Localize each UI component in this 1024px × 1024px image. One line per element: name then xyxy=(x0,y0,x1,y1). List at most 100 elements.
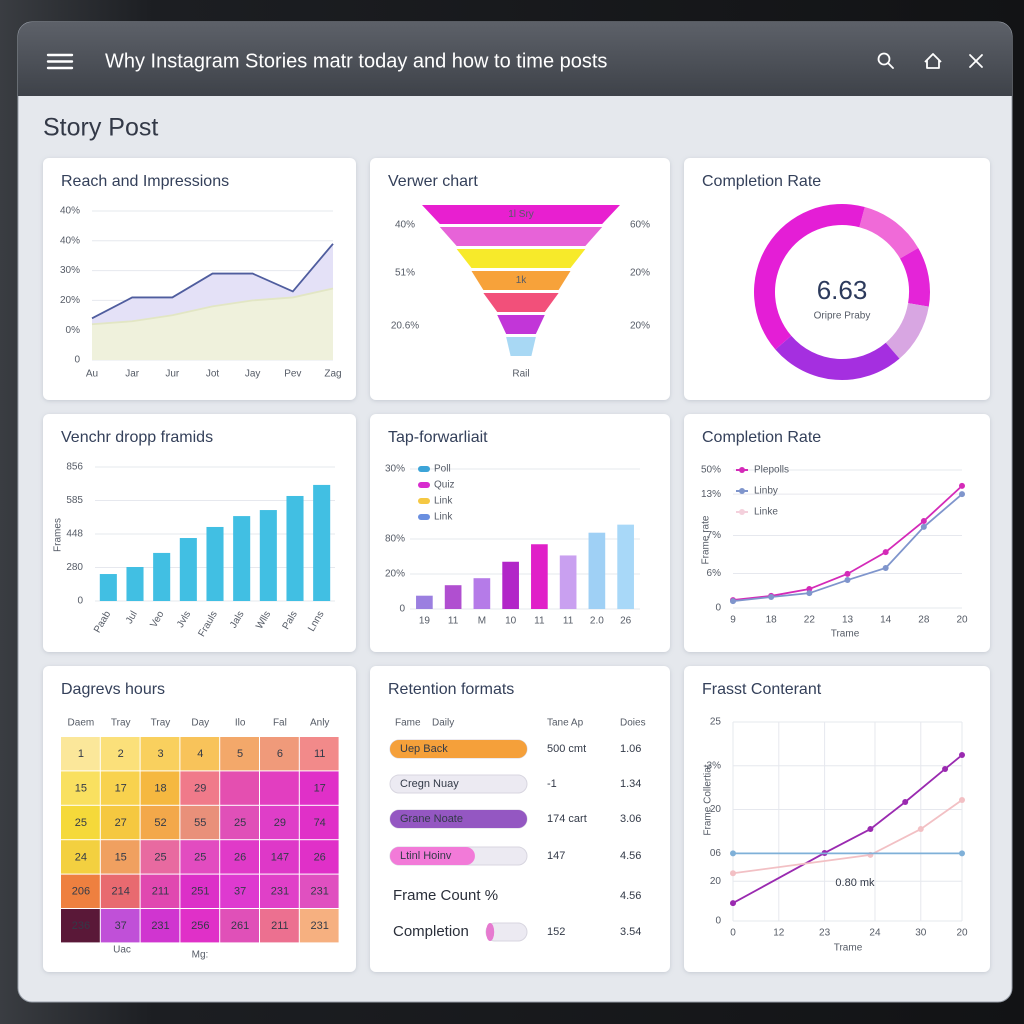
bar xyxy=(473,578,491,609)
side-label: 40% xyxy=(395,220,415,231)
panel-title: Completion Rate xyxy=(702,429,821,446)
point xyxy=(882,564,889,571)
heat-cell xyxy=(180,840,220,874)
bar xyxy=(179,538,197,601)
x-tick-label: 26 xyxy=(620,616,632,627)
cell-value: 231 xyxy=(271,886,289,898)
column-header: Tray xyxy=(111,718,131,729)
heat-cell xyxy=(100,909,140,943)
heat-cell xyxy=(220,909,259,943)
cell-value: 256 xyxy=(191,920,209,932)
cell-value: 25 xyxy=(154,851,166,863)
x-tick-label: Zag xyxy=(324,369,341,380)
center-value: 6.63 xyxy=(817,275,868,305)
footer-label: Uac xyxy=(113,945,131,956)
point xyxy=(920,523,927,530)
donut-segment xyxy=(775,335,900,380)
x-tick-label: 11 xyxy=(448,616,459,627)
y-axis-label: Frame Collertiat xyxy=(703,764,714,835)
funnel-segment xyxy=(456,249,586,268)
progress-fill xyxy=(390,810,527,828)
close-button[interactable] xyxy=(969,54,983,68)
cell-value: 251 xyxy=(191,886,209,898)
y-tick-label: 30% xyxy=(60,265,80,276)
funnel-segment xyxy=(439,227,603,246)
heat-cell xyxy=(140,805,180,840)
cell-value: 261 xyxy=(231,920,249,932)
cell-text: 174 cart xyxy=(547,813,587,825)
cell-value: 206 xyxy=(72,886,90,898)
legend-label: Linby xyxy=(754,486,778,497)
funnel-segment xyxy=(506,337,536,356)
donut-segment xyxy=(754,204,865,350)
heat-cell xyxy=(299,840,339,874)
point xyxy=(806,590,813,597)
heat-cell xyxy=(220,874,259,908)
cell-text: 4.56 xyxy=(620,890,641,902)
home-button[interactable] xyxy=(924,53,942,69)
x-tick-label: 24 xyxy=(869,928,881,939)
heat-cell xyxy=(140,771,180,805)
cell-value: 214 xyxy=(112,886,130,898)
side-label: 60% xyxy=(630,220,650,231)
heat-cell xyxy=(260,805,299,840)
y-tick-label: 20 xyxy=(710,876,722,887)
y-tick-label: 20 xyxy=(710,804,722,815)
legend-label: Poll xyxy=(434,464,451,475)
heat-cell xyxy=(220,771,259,805)
x-axis-label: Trame xyxy=(834,943,863,954)
panel-title: Verwer chart xyxy=(388,173,478,190)
column-header: Fal xyxy=(273,718,287,729)
point xyxy=(882,549,889,556)
y-tick-label: 20% xyxy=(60,295,80,306)
cell-text: 147 xyxy=(547,850,565,862)
point xyxy=(959,797,965,804)
bar xyxy=(502,561,519,609)
cell-value: 211 xyxy=(152,886,170,898)
cell-value: 52 xyxy=(154,817,166,829)
bar xyxy=(99,574,117,601)
cell-value: 11 xyxy=(314,748,325,760)
segment-label: 1k xyxy=(516,275,528,286)
heat-cell xyxy=(180,805,220,840)
cell-value: 37 xyxy=(234,886,246,898)
series-line xyxy=(91,243,334,320)
y-tick-label: 06 xyxy=(710,848,722,859)
x-tick-label: M xyxy=(478,616,486,627)
x-tick-label: 13 xyxy=(842,615,854,626)
page-heading: Story Post xyxy=(43,114,158,142)
heat-cell xyxy=(220,805,259,840)
search-button[interactable] xyxy=(877,52,894,69)
panel-title: Tap-forwarliait xyxy=(388,429,488,446)
y-tick-label: 40% xyxy=(60,235,80,246)
heat-cell xyxy=(220,840,259,874)
heat-cell xyxy=(180,737,220,771)
cell-text: 4.56 xyxy=(620,850,641,862)
point xyxy=(917,826,924,833)
cell-value: 236 xyxy=(72,920,90,932)
point xyxy=(768,593,775,600)
y-tick-label: 0 xyxy=(715,603,721,614)
heat-cell xyxy=(61,909,100,943)
heat-cell xyxy=(140,874,180,908)
x-tick-label: 18 xyxy=(766,615,778,626)
donut-segment xyxy=(900,248,931,307)
cell-value: 37 xyxy=(115,920,127,932)
heat-cell xyxy=(61,840,100,874)
cell-value: 231 xyxy=(311,886,329,898)
cell-value: 231 xyxy=(151,920,169,932)
point xyxy=(844,577,851,584)
point xyxy=(959,752,965,759)
heat-cell xyxy=(299,737,339,771)
y-tick-label: 13% xyxy=(701,489,721,500)
heat-cell xyxy=(100,771,140,805)
menu-button[interactable] xyxy=(46,53,74,70)
series-line xyxy=(732,799,963,875)
panel xyxy=(684,666,990,972)
y-tick-label: 40% xyxy=(60,206,80,217)
point xyxy=(942,765,949,772)
bar xyxy=(588,532,606,609)
x-tick-label: 20 xyxy=(956,615,968,626)
bar xyxy=(559,555,577,609)
x-tick-label: 0 xyxy=(730,928,736,939)
